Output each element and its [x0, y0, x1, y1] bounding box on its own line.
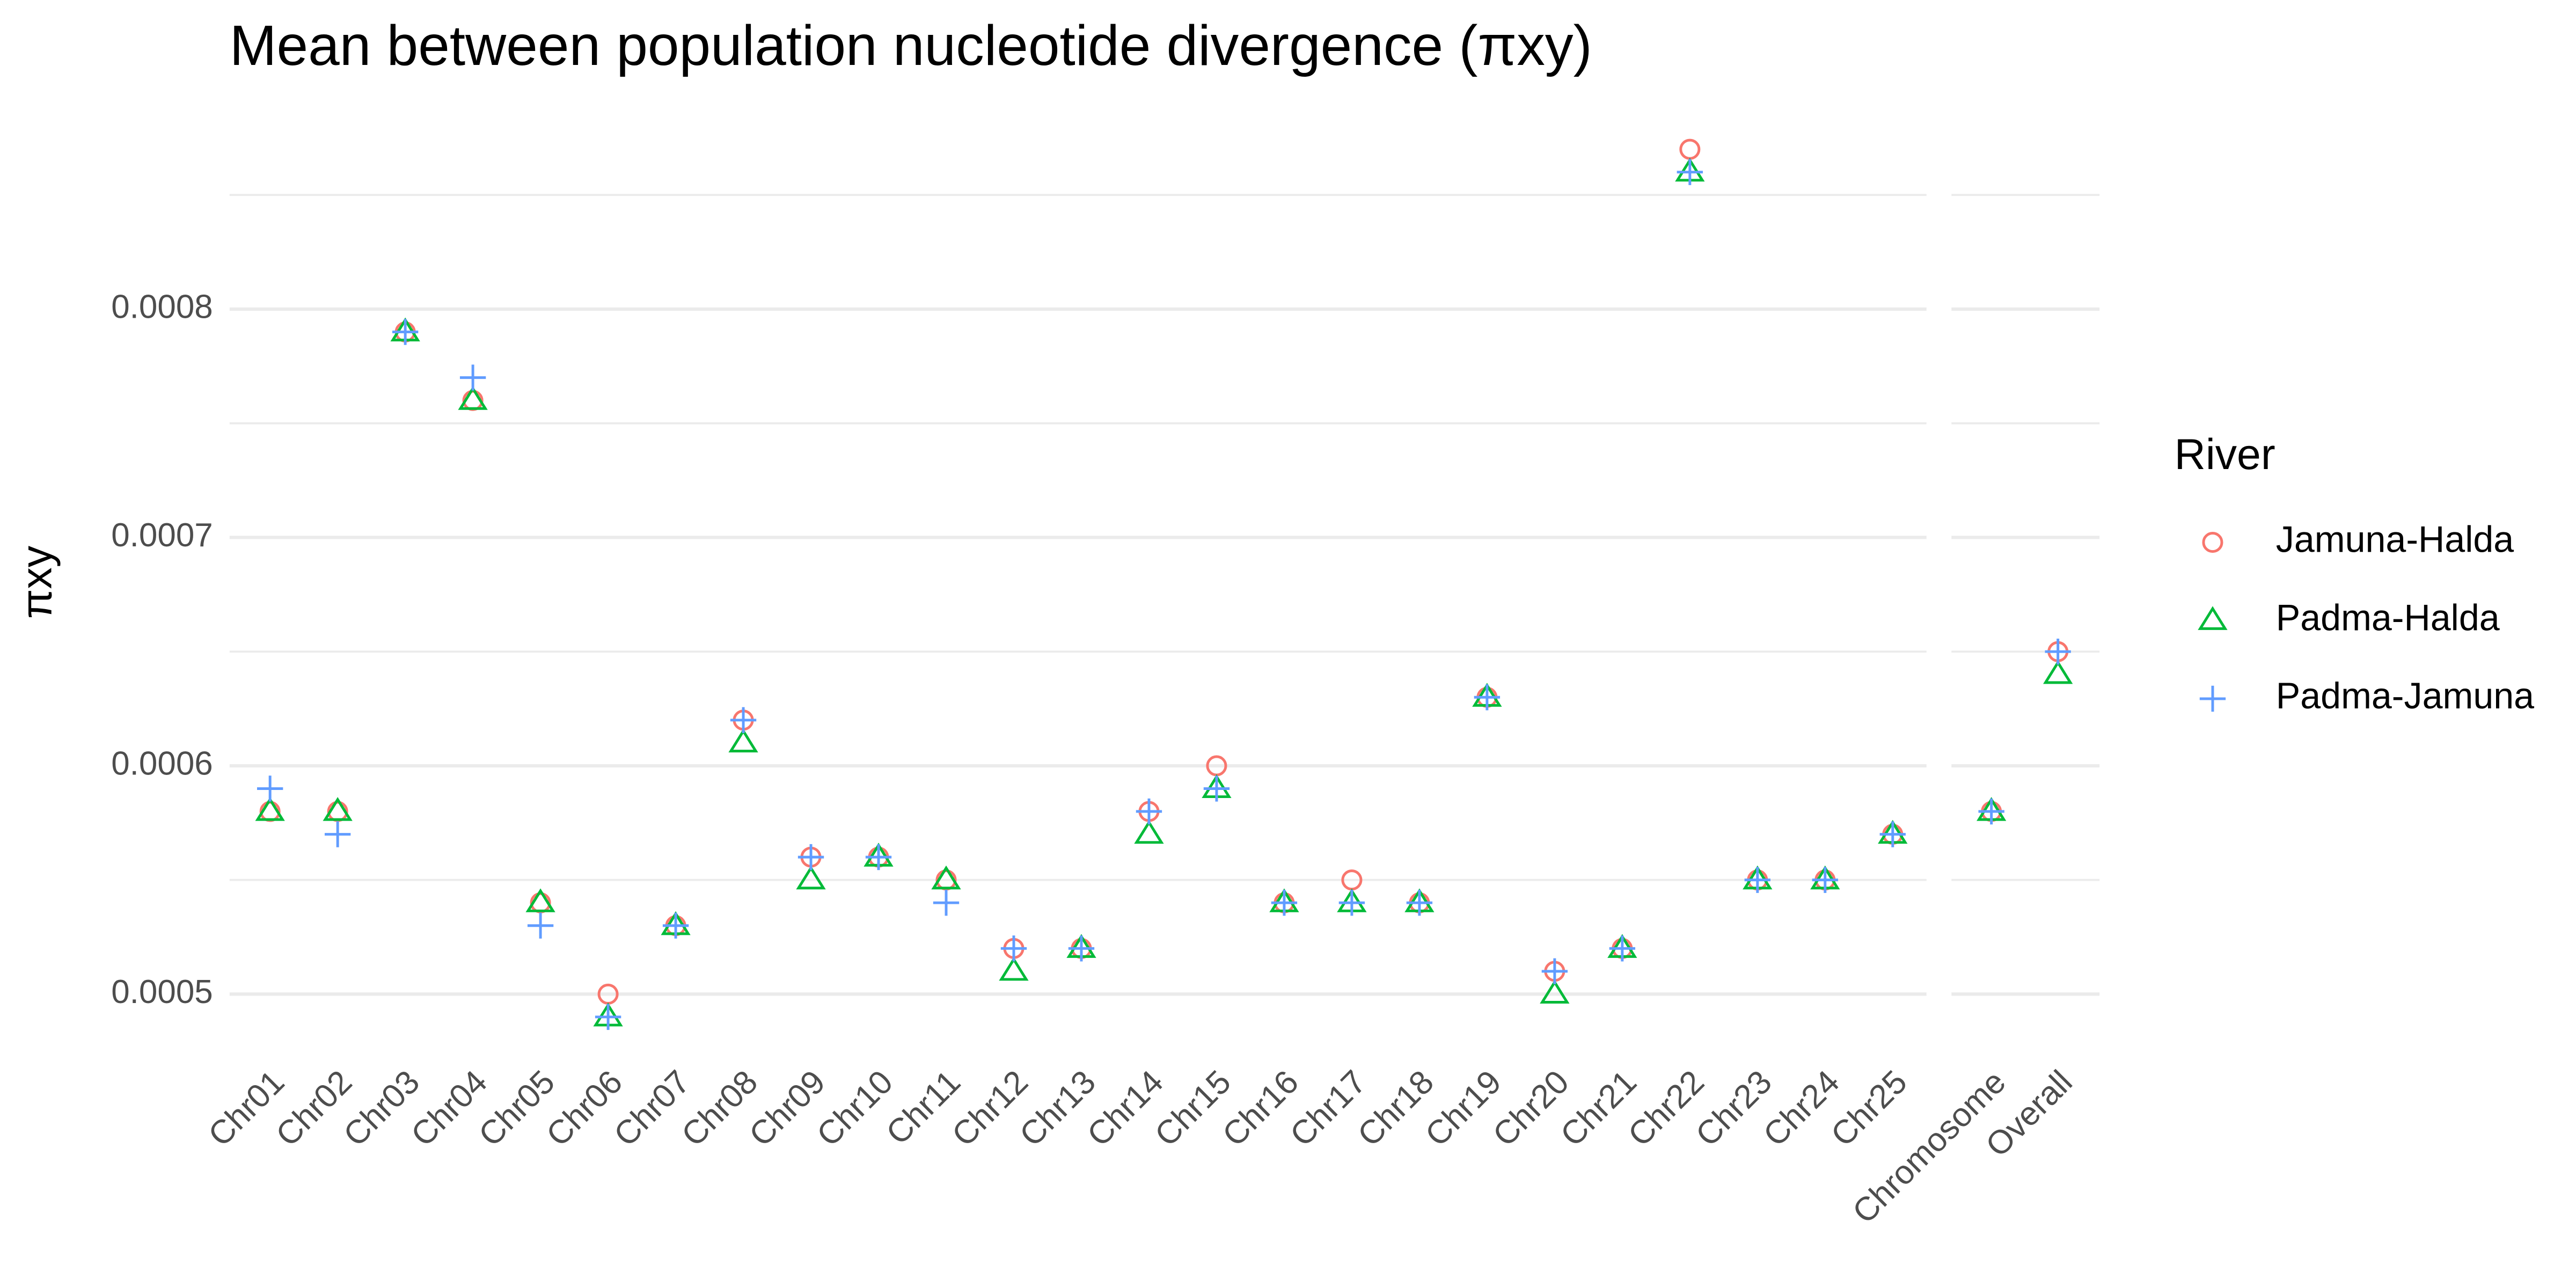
data-point — [933, 890, 960, 916]
legend-marker — [2199, 685, 2226, 712]
x-tick-label: Chr07 — [607, 1063, 697, 1153]
data-point — [1068, 935, 1095, 962]
data-point — [796, 865, 826, 890]
x-tick-label: Chr17 — [1283, 1063, 1373, 1153]
x-tick-label: Chr16 — [1216, 1063, 1306, 1153]
data-point — [2045, 639, 2071, 665]
data-point — [392, 319, 419, 345]
x-tick-label: Chr08 — [675, 1063, 765, 1153]
data-point — [1744, 867, 1770, 893]
data-point — [1338, 890, 1365, 916]
data-point — [324, 821, 351, 847]
data-point — [797, 844, 824, 870]
data-point — [1134, 819, 1164, 844]
x-tick-label: Chr15 — [1148, 1063, 1238, 1153]
x-tick-label: Chr13 — [1013, 1063, 1103, 1153]
y-tick-label: 0.0008 — [111, 288, 213, 325]
legend-title: River — [2175, 430, 2275, 479]
y-tick-label: 0.0005 — [111, 974, 213, 1011]
data-point — [1271, 890, 1298, 916]
x-tick-label: Chr01 — [201, 1063, 291, 1153]
data-point — [931, 865, 961, 890]
y-axis-label: πxy — [13, 545, 61, 619]
legend-marker — [2198, 606, 2228, 630]
x-tick-label: Chr04 — [404, 1063, 494, 1153]
data-point — [1679, 138, 1701, 160]
x-tick-label: Chr06 — [539, 1063, 630, 1153]
x-tick-label: Chr09 — [742, 1063, 832, 1153]
data-point — [1474, 684, 1501, 711]
legend-label: Padma-Halda — [2276, 597, 2500, 638]
data-point — [1203, 775, 1230, 802]
data-point — [1879, 821, 1906, 847]
legend-label: Jamuna-Halda — [2276, 519, 2514, 560]
x-tick-label: Chr22 — [1621, 1063, 1711, 1153]
data-point — [459, 364, 486, 391]
x-tick-label: Chr03 — [336, 1063, 427, 1153]
data-point — [1540, 979, 1570, 1004]
x-tick-label: Chr05 — [472, 1063, 562, 1153]
x-tick-label: Chr19 — [1418, 1063, 1509, 1153]
data-point — [730, 707, 757, 734]
y-tick-label: 0.0007 — [111, 517, 213, 554]
x-tick-label: Chr24 — [1757, 1063, 1847, 1153]
x-tick-label: Chr14 — [1080, 1063, 1170, 1153]
data-point — [662, 912, 689, 939]
data-point — [1136, 798, 1162, 825]
data-point — [999, 956, 1029, 981]
data-point — [527, 912, 554, 939]
data-point — [1677, 159, 1703, 185]
data-point — [1000, 935, 1027, 962]
data-point — [1978, 798, 2004, 825]
x-tick-label: Chr11 — [879, 1063, 968, 1152]
legend-label: Padma-Jamuna — [2276, 676, 2534, 716]
data-point — [255, 797, 285, 821]
x-tick-label: Chr18 — [1351, 1063, 1441, 1153]
x-tick-label: Chr21 — [1554, 1063, 1644, 1153]
x-tick-label: Chr23 — [1689, 1063, 1779, 1153]
x-tick-label: Chr12 — [945, 1063, 1035, 1153]
x-tick-label: Chr20 — [1486, 1063, 1576, 1153]
x-tick-label: Chr10 — [810, 1063, 900, 1153]
data-point — [2043, 660, 2073, 684]
data-point — [728, 728, 758, 752]
data-point — [1406, 890, 1433, 916]
data-point — [458, 386, 488, 410]
y-tick-label: 0.0006 — [111, 745, 213, 782]
data-point — [595, 1004, 621, 1030]
legend-marker — [2202, 532, 2223, 553]
x-tick-label: Chr25 — [1824, 1063, 1914, 1153]
data-point — [323, 797, 353, 821]
data-point — [1812, 867, 1838, 893]
data-point — [865, 844, 892, 870]
data-point — [525, 888, 555, 912]
data-point — [1609, 935, 1636, 962]
x-tick-label: Chr02 — [269, 1063, 359, 1153]
data-point — [257, 775, 283, 802]
data-point — [1541, 958, 1568, 985]
chart-title: Mean between population nucleotide diver… — [230, 14, 1592, 77]
